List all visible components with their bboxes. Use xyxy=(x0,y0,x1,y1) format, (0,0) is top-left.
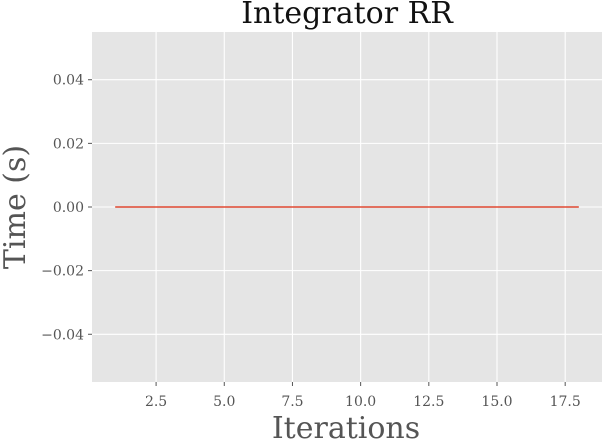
x-tick-label: 15.0 xyxy=(481,394,512,410)
y-tick-label: −0.04 xyxy=(41,327,84,343)
x-tick-label: 10.0 xyxy=(345,394,376,410)
x-tick-label: 12.5 xyxy=(413,394,444,410)
x-tick-label: 7.5 xyxy=(281,394,303,410)
y-tick-label: 0.02 xyxy=(53,136,84,152)
x-tick-label: 17.5 xyxy=(550,394,581,410)
y-axis-label: Time (s) xyxy=(0,145,33,269)
axis-ticks: 2.5 5.0 7.5 10.0 12.5 15.0 17.5 −0.04 −0.02 0.00 0… xyxy=(41,73,581,410)
chart-title: Integrator RR xyxy=(241,0,454,31)
y-tick-label: 0.00 xyxy=(53,200,84,216)
y-tick-label: 0.04 xyxy=(53,73,84,89)
y-tick-label: −0.02 xyxy=(41,264,84,280)
x-axis-label: Iterations xyxy=(272,411,420,444)
x-tick-label: 2.5 xyxy=(145,394,167,410)
x-tick-label: 5.0 xyxy=(213,394,235,410)
